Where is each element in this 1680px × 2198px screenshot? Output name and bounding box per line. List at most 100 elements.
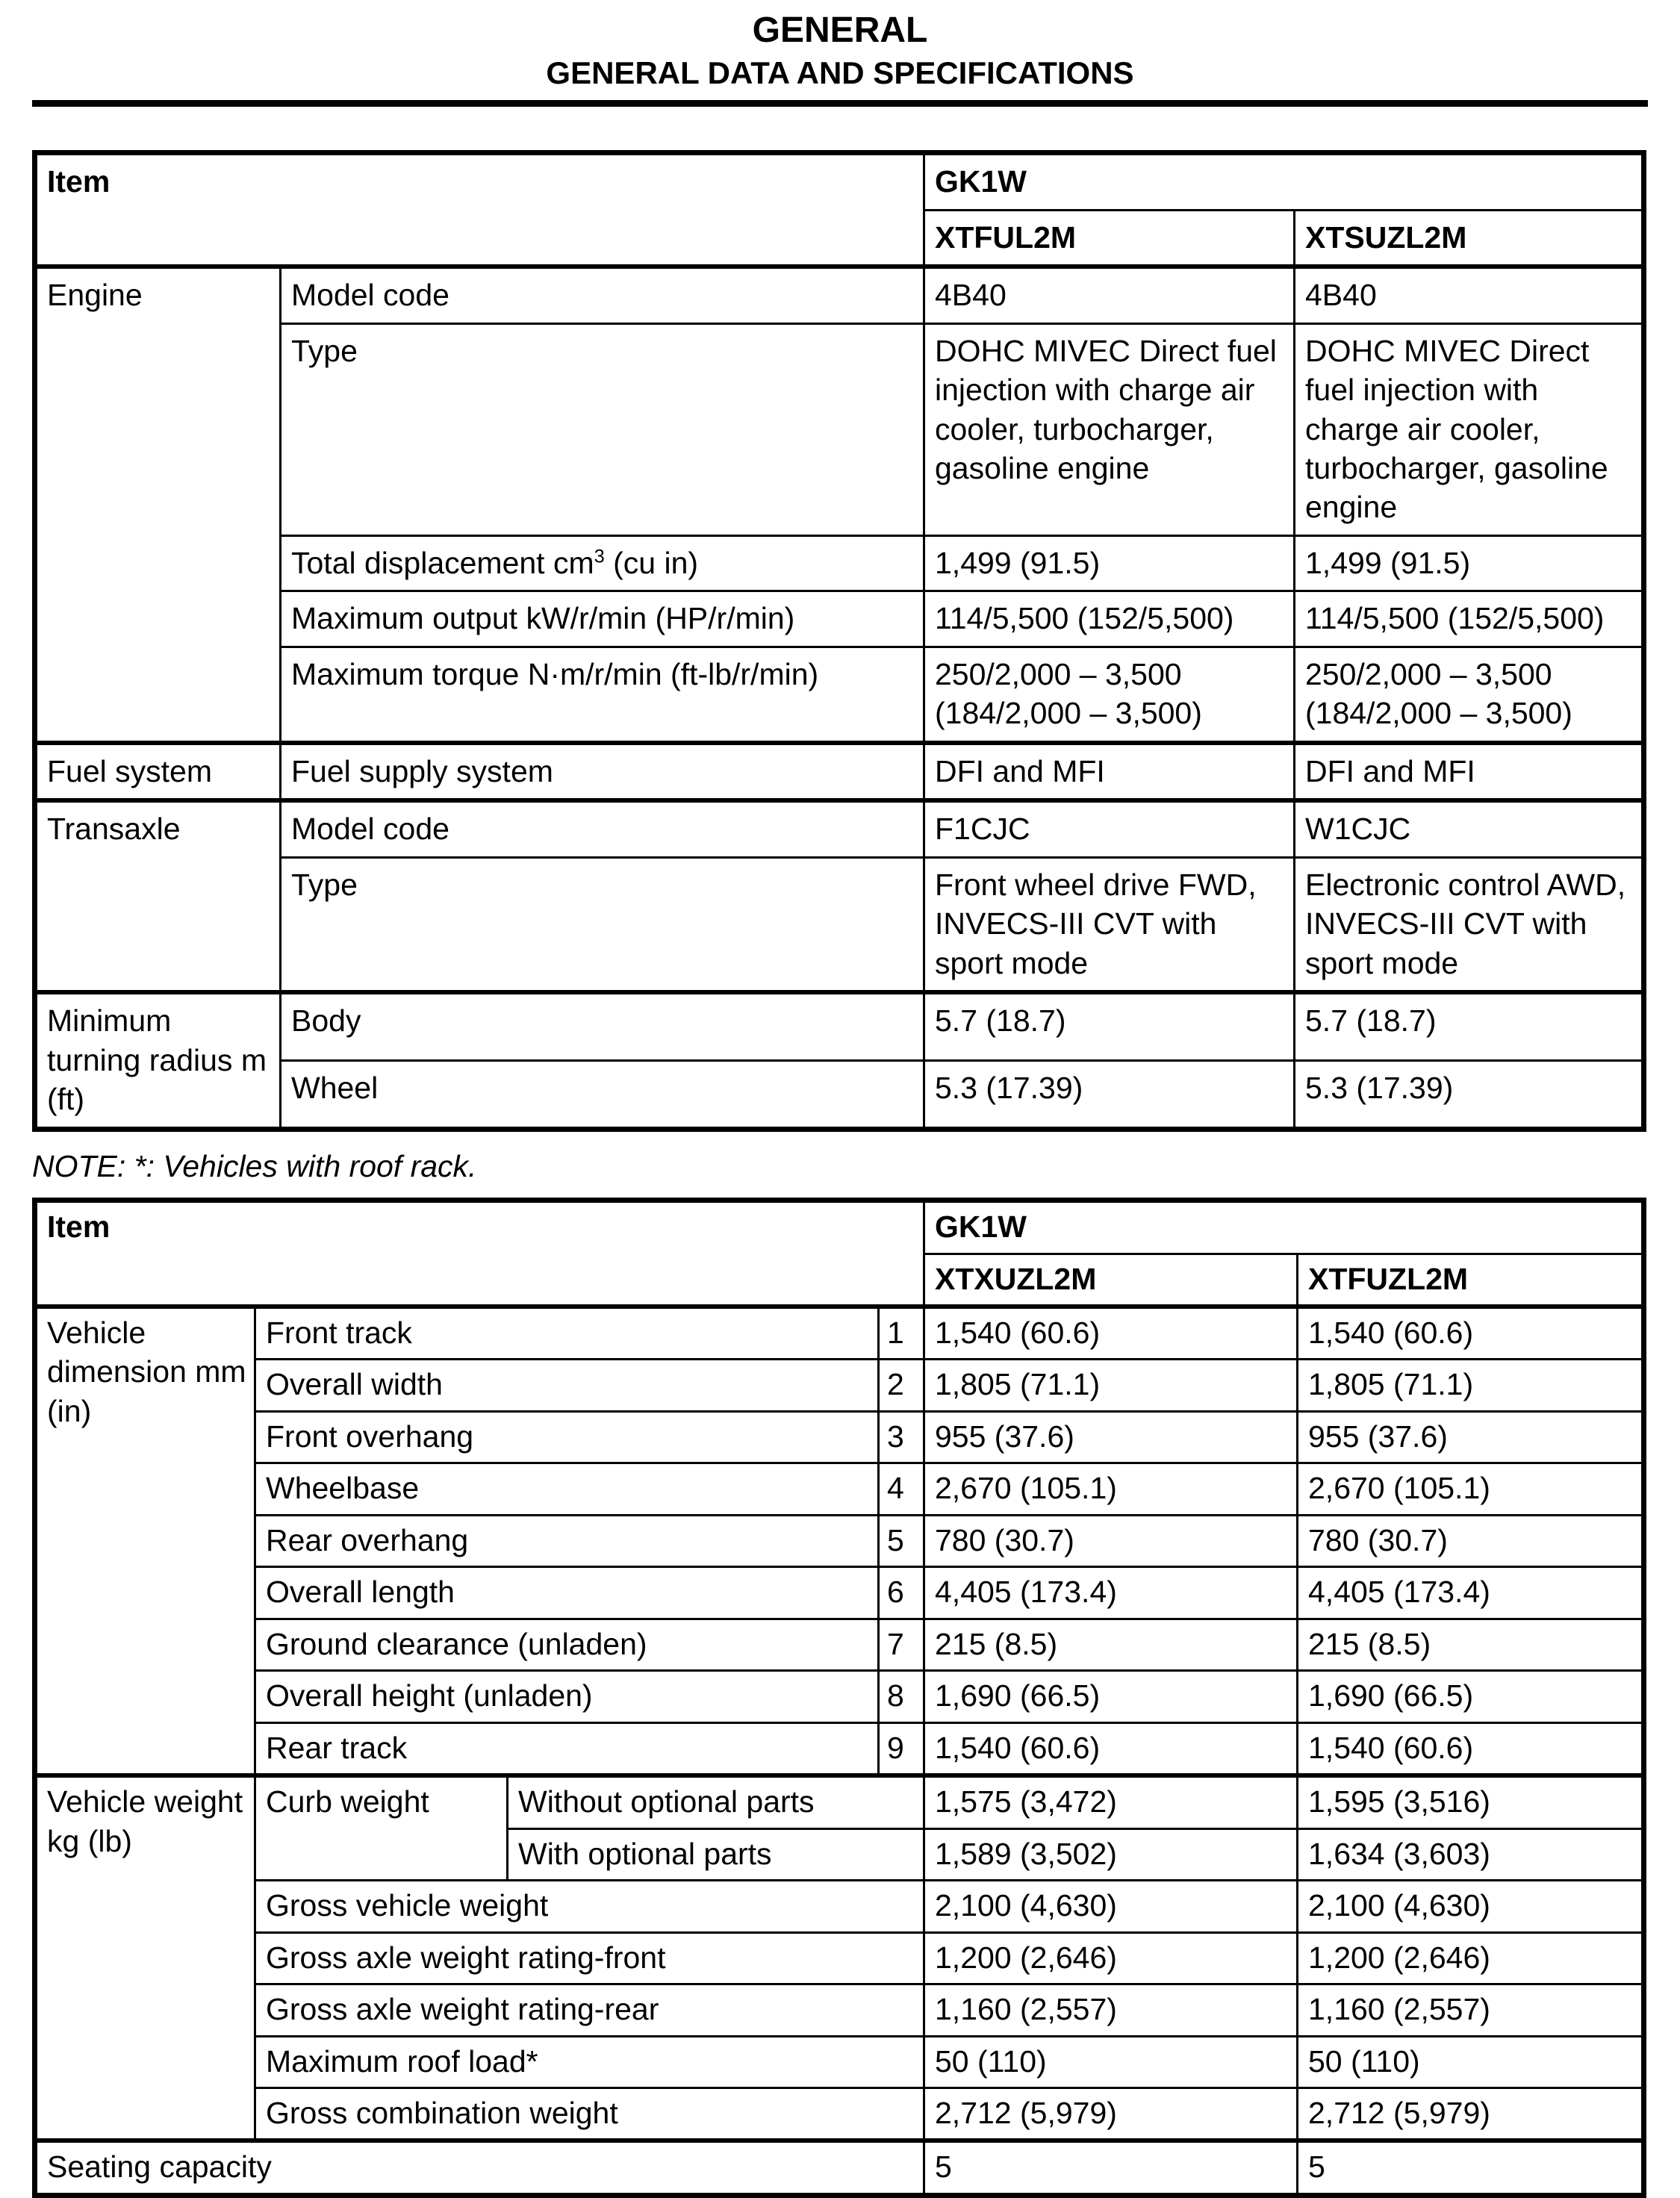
row-transaxle-model-code: Transaxle Model code F1CJC W1CJC (34, 798, 1645, 994)
cell-value: 50 (110) (923, 2034, 1298, 2090)
cell-value: W1CJC (1293, 798, 1645, 859)
cell-label: Ground clearance (unladen) (254, 1617, 880, 1672)
cell-ref-number: 7 (877, 1617, 925, 1672)
cell-value: 4B40 (1293, 264, 1645, 325)
cell-label: Fuel supply system (279, 740, 925, 802)
cell-value: 1,690 (66.5) (923, 1669, 1298, 1724)
cell-value: 2,712 (5,979) (1296, 2087, 1645, 2142)
cell-value: 955 (37.6) (923, 1410, 1298, 1465)
cell-label: Type (279, 322, 925, 537)
spec-header-row-2: XTFUL2M XTSUZL2M (35, 208, 1645, 270)
cell-value: 5 (1296, 2138, 1645, 2197)
cell-value: F1CJC (923, 798, 1295, 859)
cell-value: 780 (30.7) (1296, 1513, 1645, 1569)
cell-ref-number: 6 (877, 1566, 925, 1620)
cell-ref-number: 9 (877, 1721, 925, 1777)
row-dim-front-track: Vehicle dimension mm (in) Front track 1 … (34, 1304, 1645, 1777)
row-gawr-front: Gross axle weight rating-front 1,200 (2,… (35, 1931, 1645, 1986)
cell-label: Without optional parts (506, 1773, 925, 1830)
cell-value: 5.3 (17.39) (923, 1059, 1295, 1130)
cell-value: 2,712 (5,979) (923, 2087, 1298, 2142)
cell-label: Type (279, 856, 925, 994)
row-dim-front-overhang: Front overhang 3 955 (37.6) 955 (37.6) (35, 1410, 1645, 1465)
spec-header-model: GK1W (923, 152, 1645, 211)
cell-value: 1,540 (60.6) (1296, 1304, 1645, 1361)
cell-value: 1,160 (2,557) (923, 1983, 1298, 2037)
dim-header-model: GK1W (923, 1199, 1645, 1255)
cell-ref-number: 2 (877, 1358, 925, 1413)
page-title: GENERAL (752, 10, 928, 50)
row-dim-rear-track: Rear track 9 1,540 (60.6) 1,540 (60.6) (35, 1721, 1645, 1777)
cell-value: 1,200 (2,646) (1296, 1931, 1645, 1986)
cell-ref-number: 5 (877, 1513, 925, 1569)
cell-value: 4,405 (173.4) (1296, 1566, 1645, 1620)
cell-value: DFI and MFI (1293, 740, 1645, 802)
row-dim-wheelbase: Wheelbase 4 2,670 (105.1) 2,670 (105.1) (35, 1462, 1645, 1516)
cell-label: Front track (254, 1304, 880, 1361)
spec-header-item: Item (34, 152, 925, 268)
displacement-label-post: (cu in) (604, 545, 699, 580)
cell-label: Gross axle weight rating-front (254, 1931, 925, 1986)
cell-value: 1,540 (60.6) (923, 1721, 1298, 1777)
row-dim-overall-length: Overall length 6 4,405 (173.4) 4,405 (17… (35, 1566, 1645, 1620)
cell-label: Model code (279, 798, 925, 859)
cell-label: Maximum output kW/r/min (HP/r/min) (279, 590, 925, 648)
cell-value: Front wheel drive FWD, INVECS-III CVT wi… (923, 856, 1295, 994)
cell-value: 1,634 (3,603) (1296, 1827, 1645, 1882)
cell-ref-number: 8 (877, 1669, 925, 1724)
cell-label: Rear track (254, 1721, 880, 1777)
row-engine-max-torque: Maximum torque N·m/r/min (ft-lb/r/min) 2… (35, 645, 1645, 744)
cell-value: 1,200 (2,646) (923, 1931, 1298, 1986)
cell-value: 250/2,000 – 3,500 (184/2,000 – 3,500) (923, 645, 1295, 744)
cell-label: Wheel (279, 1059, 925, 1130)
cell-value: 2,670 (105.1) (1296, 1462, 1645, 1516)
row-dim-overall-height: Overall height (unladen) 8 1,690 (66.5) … (35, 1669, 1645, 1724)
cell-label: Model code (279, 264, 925, 325)
cell-value: 1,595 (3,516) (1296, 1773, 1645, 1830)
cell-fuel-group: Fuel system (34, 740, 281, 802)
row-engine-type: Type DOHC MIVEC Direct fuel injection wi… (35, 322, 1645, 537)
row-curb-weight-without: Vehicle weight kg (lb) Curb weight Witho… (34, 1773, 1645, 2142)
cell-label: Overall length (254, 1566, 880, 1620)
page-subtitle: GENERAL DATA AND SPECIFICATIONS (546, 55, 1134, 91)
row-turning-wheel: Wheel 5.3 (17.39) 5.3 (17.39) (35, 1059, 1645, 1130)
cell-value: 5.7 (18.7) (1293, 990, 1645, 1062)
cell-value: 250/2,000 – 3,500 (184/2,000 – 3,500) (1293, 645, 1645, 744)
cell-label: With optional parts (506, 1827, 925, 1882)
row-engine-max-output: Maximum output kW/r/min (HP/r/min) 114/5… (35, 590, 1645, 648)
row-curb-weight-with: With optional parts 1,589 (3,502) 1,634 … (35, 1827, 1645, 1882)
cell-value: 1,540 (60.6) (923, 1304, 1298, 1361)
row-turning-body: Minimum turning radius m (ft) Body 5.7 (… (34, 990, 1645, 1130)
cell-value: 50 (110) (1296, 2034, 1645, 2090)
row-seating-capacity: Seating capacity 5 5 (34, 2138, 1645, 2197)
row-dim-ground-clearance: Ground clearance (unladen) 7 215 (8.5) 2… (35, 1617, 1645, 1672)
dimension-table: Item GK1W XTXUZL2M XTFUZL2M Vehicle dime… (32, 1198, 1646, 2198)
cell-value: 114/5,500 (152/5,500) (923, 590, 1295, 648)
cell-label: Overall width (254, 1358, 880, 1413)
cell-label: Front overhang (254, 1410, 880, 1465)
cell-label: Body (279, 990, 925, 1062)
cell-ref-number: 1 (877, 1304, 925, 1361)
dim-header-item: Item (34, 1199, 925, 1308)
cell-value: 2,100 (4,630) (1296, 1879, 1645, 1934)
cell-value: 1,589 (3,502) (923, 1827, 1298, 1882)
cell-value: 1,499 (91.5) (1293, 534, 1645, 593)
cell-ref-number: 4 (877, 1462, 925, 1516)
cell-value: 1,805 (71.1) (1296, 1358, 1645, 1413)
cell-label: Maximum torque N·m/r/min (ft-lb/r/min) (279, 645, 925, 744)
cell-dimension-group: Vehicle dimension mm (in) (34, 1304, 256, 1777)
footnote: NOTE: *: Vehicles with roof rack. (32, 1148, 477, 1183)
cell-label: Maximum roof load* (254, 2034, 925, 2090)
cell-value: 1,690 (66.5) (1296, 1669, 1645, 1724)
header-rule (32, 100, 1648, 108)
cell-label: Total displacement cm3 (cu in) (279, 534, 925, 593)
cell-value: 5.7 (18.7) (923, 990, 1295, 1062)
cell-label: Gross vehicle weight (254, 1879, 925, 1934)
cell-value: 5.3 (17.39) (1293, 1059, 1645, 1130)
row-fuel-system: Fuel system Fuel supply system DFI and M… (34, 740, 1645, 802)
cell-value: 215 (8.5) (923, 1617, 1298, 1672)
cell-transaxle-group: Transaxle (34, 798, 281, 994)
cell-value: DOHC MIVEC Direct fuel injection with ch… (1293, 322, 1645, 537)
row-dim-rear-overhang: Rear overhang 5 780 (30.7) 780 (30.7) (35, 1513, 1645, 1569)
